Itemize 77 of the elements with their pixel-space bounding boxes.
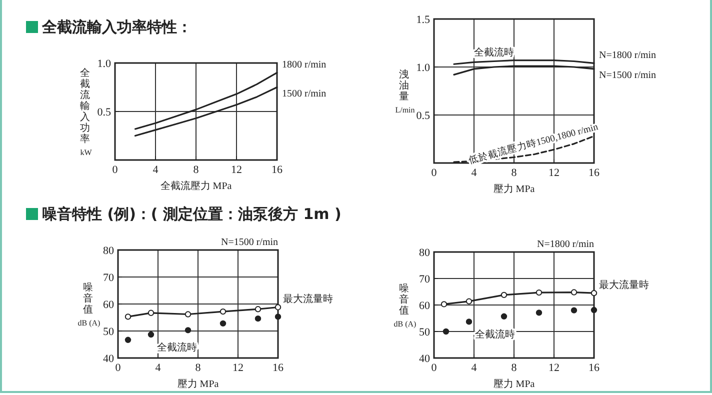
- y-tick-label: 1.0: [416, 62, 430, 74]
- point: [442, 328, 450, 335]
- point: [184, 311, 192, 318]
- x-tick-label: 16: [272, 362, 284, 374]
- y-axis-title: 噪音值 dB (A): [76, 282, 101, 328]
- point: [274, 314, 282, 320]
- x-tick-label: 16: [588, 362, 600, 374]
- point: [254, 306, 262, 312]
- y-tick-label: 40: [419, 353, 430, 365]
- x-axis-title: 壓力 MPa: [493, 378, 536, 390]
- point: [590, 306, 598, 314]
- y-tick-label: 80: [419, 247, 430, 259]
- point: [570, 307, 578, 314]
- y-tick-label: 50: [419, 326, 430, 338]
- point: [500, 292, 508, 298]
- point: [220, 308, 226, 315]
- series-label: 最大流量時: [283, 293, 333, 306]
- y-tick-label: 0.5: [97, 106, 112, 118]
- point: [274, 304, 282, 310]
- y-axis-title: 噪音值 dB (A): [392, 284, 417, 328]
- y-tick-label: 0.5: [416, 110, 430, 122]
- y-tick-label: 80: [103, 245, 114, 257]
- chart-title: 噪音特性 (例)：( 測定位置：油泵後方 1m ): [42, 205, 342, 223]
- point: [124, 336, 132, 344]
- x-tick-label: 8: [193, 164, 200, 176]
- x-axis-title: 壓力 MPa: [177, 378, 220, 390]
- x-tick-label: 8: [195, 362, 202, 374]
- x-tick-label: 4: [471, 167, 478, 179]
- x-tick-label: 0: [112, 164, 118, 176]
- series-label: N=1800 r/min: [599, 50, 656, 62]
- y-tick-label: 70: [419, 274, 430, 286]
- point: [220, 320, 226, 327]
- x-tick-label: 16: [272, 164, 283, 176]
- y-tick-label: 1.0: [97, 58, 112, 70]
- chart-title: 全截流輸入功率特性：: [41, 18, 192, 36]
- x-tick-label: 8: [511, 167, 518, 179]
- point: [536, 310, 542, 316]
- x-tick-label: 8: [511, 362, 518, 374]
- x-tick-label: 0: [115, 362, 122, 374]
- point: [536, 289, 542, 296]
- x-tick-label: 12: [231, 164, 242, 176]
- point: [466, 318, 472, 325]
- series-label: 1500 r/min: [282, 88, 326, 100]
- point: [148, 310, 154, 316]
- point: [570, 289, 578, 296]
- y-tick-label: 70: [103, 272, 114, 284]
- point: [440, 301, 448, 308]
- point: [184, 327, 192, 334]
- x-tick-label: 12: [548, 167, 560, 179]
- x-axis-title: 壓力 MPa: [493, 183, 536, 195]
- series-label: N=1500 r/min: [599, 70, 656, 81]
- y-tick-label: 60: [103, 299, 114, 311]
- y-axis-title: 洩油量 L/min: [393, 68, 415, 114]
- x-tick-label: 12: [548, 362, 560, 374]
- x-tick-label: 4: [152, 164, 159, 176]
- x-tick-label: 0: [431, 362, 438, 374]
- y-tick-label: 50: [103, 326, 114, 338]
- y-tick-label: 60: [419, 300, 430, 312]
- series-label: 1800 r/min: [282, 60, 326, 71]
- point: [148, 331, 154, 338]
- x-tick-label: 16: [588, 167, 600, 179]
- y-tick-label: 1.5: [416, 14, 430, 26]
- point: [466, 298, 472, 304]
- x-tick-label: 4: [155, 362, 162, 374]
- text: N=1500 r/min: [220, 237, 278, 248]
- x-tick-label: 4: [471, 362, 478, 374]
- point: [254, 315, 262, 322]
- x-tick-label: 0: [431, 167, 438, 179]
- x-tick-label: 12: [232, 362, 244, 374]
- y-tick-label: 40: [103, 353, 114, 365]
- y-axis-title: 全截流輸入功率 kW: [78, 67, 92, 157]
- point: [500, 313, 508, 320]
- series-label: 最大流量時: [599, 279, 649, 292]
- point: [124, 314, 132, 320]
- x-axis-title: 全截流壓力 MPa: [160, 180, 232, 192]
- text: N=1800 r/min: [536, 239, 594, 250]
- point: [590, 290, 598, 296]
